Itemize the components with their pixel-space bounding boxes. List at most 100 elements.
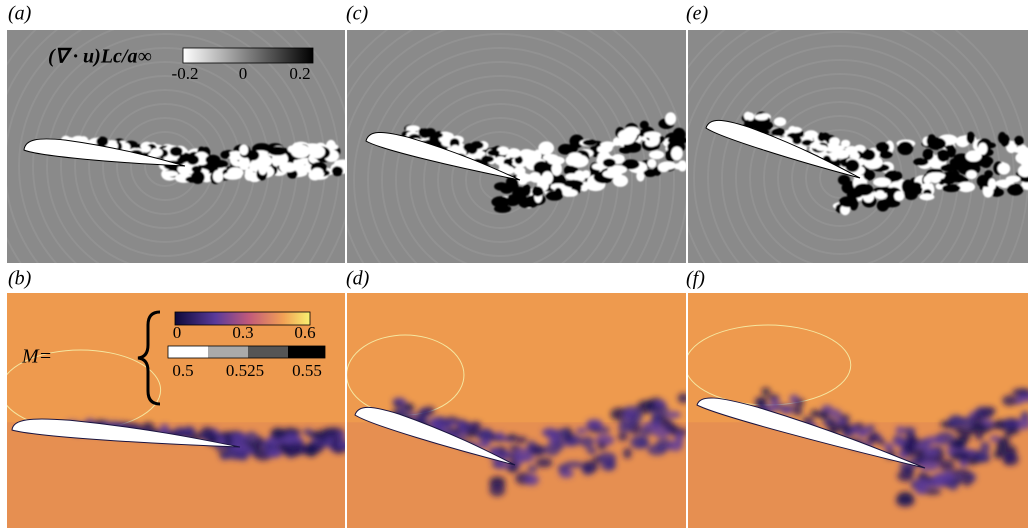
wake-blob bbox=[966, 170, 977, 179]
wake-blob bbox=[597, 441, 606, 450]
wake-blob bbox=[770, 398, 780, 404]
wake-blob bbox=[430, 417, 438, 427]
panel-label: (c) bbox=[346, 3, 369, 25]
wake-blob bbox=[919, 193, 934, 200]
wake-blob bbox=[916, 478, 930, 492]
panel-content bbox=[685, 293, 1028, 528]
wake-blob bbox=[998, 163, 1011, 175]
wake-blob bbox=[279, 162, 297, 172]
wake-blob bbox=[507, 148, 521, 158]
wake-blob bbox=[630, 435, 648, 449]
wake-blob bbox=[647, 444, 667, 455]
wake-blob bbox=[659, 161, 676, 169]
wake-blob bbox=[522, 150, 539, 163]
wake-blob bbox=[629, 413, 643, 423]
wake-blob bbox=[643, 400, 655, 409]
wake-blob bbox=[971, 423, 986, 431]
wake-blob bbox=[527, 465, 538, 472]
colorbar-title: (∇ · u)Lc/a∞ bbox=[48, 46, 152, 68]
wake-blob bbox=[792, 137, 801, 145]
wake-blob bbox=[519, 198, 533, 208]
wake-blob bbox=[582, 170, 590, 178]
wake-blob bbox=[581, 436, 594, 448]
wake-blob bbox=[587, 447, 597, 454]
wake-blob bbox=[150, 148, 162, 157]
wake-blob bbox=[983, 406, 996, 415]
wake-blob bbox=[554, 188, 563, 200]
wake-blob bbox=[495, 432, 504, 439]
wake-blob bbox=[665, 411, 681, 418]
wake-blob bbox=[247, 150, 259, 160]
wake-blob bbox=[897, 470, 914, 482]
wake-blob bbox=[869, 432, 879, 442]
wake-blob bbox=[644, 169, 657, 177]
wake-blob bbox=[923, 149, 934, 161]
wake-blob bbox=[926, 172, 945, 179]
wake-blob bbox=[489, 483, 505, 497]
wake-blob bbox=[897, 142, 913, 156]
colorbar-tick: 0 bbox=[239, 64, 248, 83]
wake-blob bbox=[897, 492, 913, 504]
wake-blob bbox=[524, 474, 539, 486]
wake-blob bbox=[542, 171, 553, 184]
wake-blob bbox=[998, 437, 1010, 444]
colorbar-tick: 0.6 bbox=[294, 323, 315, 342]
wake-blob bbox=[668, 440, 683, 451]
wake-blob bbox=[948, 415, 964, 427]
panel-label: (e) bbox=[686, 3, 709, 25]
wake-blob bbox=[237, 451, 248, 461]
wake-blob bbox=[955, 435, 966, 448]
wake-blob bbox=[504, 197, 519, 206]
wake-blob bbox=[951, 451, 970, 461]
wake-blob bbox=[839, 196, 857, 207]
colorbar-tick: 0 bbox=[173, 323, 182, 342]
figure: (a)(c)(e)(b)(d)(f) (∇ · u)Lc/a∞ -0.2 0 0… bbox=[0, 0, 1028, 530]
wake-blob bbox=[746, 113, 754, 121]
wake-blob bbox=[841, 140, 850, 147]
wake-blob bbox=[894, 438, 903, 447]
wake-blob bbox=[781, 407, 792, 414]
panel bbox=[347, 293, 690, 528]
wake-blob bbox=[877, 200, 889, 212]
colorbar-prefix: M= bbox=[21, 346, 52, 368]
wake-blob bbox=[840, 423, 852, 432]
wake-blob bbox=[967, 132, 975, 144]
wake-blob bbox=[771, 128, 785, 136]
wake-blob bbox=[894, 172, 903, 181]
wake-blob bbox=[950, 158, 962, 168]
wake-blob bbox=[821, 410, 830, 420]
wake-blob bbox=[640, 121, 649, 129]
wake-blob bbox=[860, 427, 870, 434]
wake-blob bbox=[678, 393, 690, 403]
wake-blob bbox=[944, 174, 964, 182]
wake-blob bbox=[955, 426, 963, 434]
wake-blob bbox=[554, 439, 564, 451]
wake-blob bbox=[755, 114, 769, 120]
wake-blob bbox=[761, 123, 769, 131]
wake-blob bbox=[665, 112, 676, 125]
wake-blob bbox=[942, 184, 960, 192]
wake-blob bbox=[625, 145, 641, 152]
wake-blob bbox=[601, 460, 617, 471]
colorbar-tick: 0.525 bbox=[226, 361, 264, 380]
wake-blob bbox=[674, 137, 685, 145]
wake-blob bbox=[239, 156, 250, 170]
wake-blob bbox=[582, 461, 598, 473]
wake-blob bbox=[623, 448, 632, 459]
wake-blob bbox=[481, 156, 494, 163]
wake-blob bbox=[266, 449, 282, 458]
wake-blob bbox=[532, 186, 543, 196]
wake-blob bbox=[988, 178, 996, 190]
wake-blob bbox=[618, 424, 633, 433]
wake-blob bbox=[494, 204, 511, 212]
wake-blob bbox=[1003, 453, 1019, 466]
wake-blob bbox=[774, 117, 787, 126]
wake-blob bbox=[789, 394, 799, 403]
wake-blob bbox=[1006, 176, 1021, 183]
wake-blob bbox=[211, 160, 229, 168]
colorbar bbox=[183, 48, 313, 63]
wake-blob bbox=[923, 448, 939, 457]
wake-blob bbox=[998, 132, 1006, 144]
wake-blob bbox=[471, 141, 484, 149]
wake-blob bbox=[406, 125, 420, 131]
